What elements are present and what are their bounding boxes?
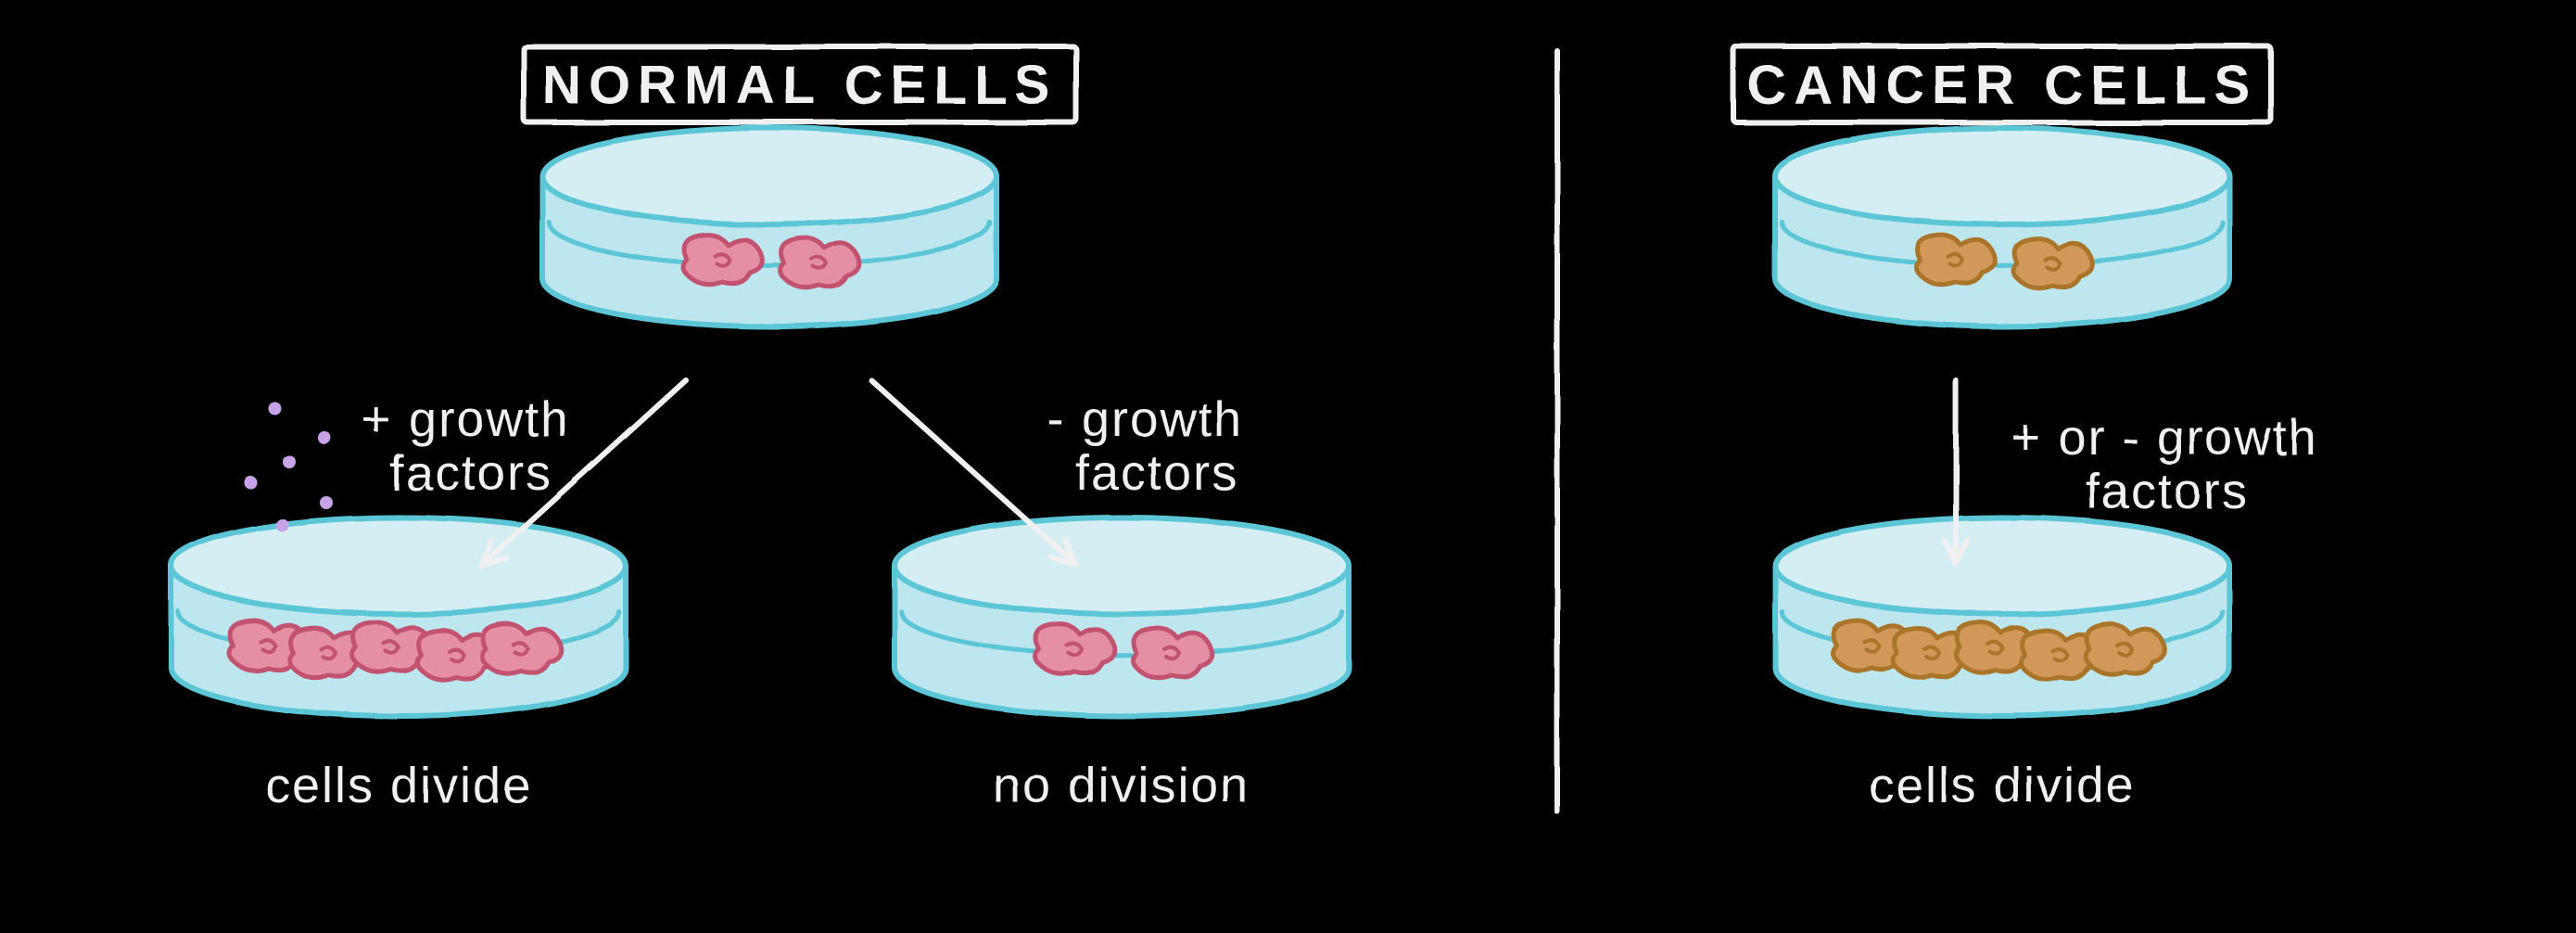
label-plus-growth-factors-l2: factors: [389, 445, 552, 501]
dish-normal-no-division: [895, 518, 1349, 716]
growth-factor-dot-5: [275, 518, 288, 531]
label-cancer-cells-divide: cells divide: [1869, 758, 2136, 813]
label-minus-growth-factors-l1: - growth: [1047, 391, 1243, 447]
label-pm-growth-factors-l2: factors: [2086, 464, 2249, 519]
label-normal-no-division: no division: [993, 758, 1250, 813]
growth-factor-dot-4: [320, 496, 333, 509]
dish-normal-start: [542, 128, 996, 326]
growth-factor-dot-3: [244, 476, 257, 489]
diagram-root: NORMAL CELLSCANCER CELLS+ growthfactors-…: [0, 0, 2576, 933]
dish-cancer-divided: [1775, 518, 2229, 716]
normal-cells-title-label: NORMAL CELLS: [542, 55, 1058, 115]
diagram-svg: NORMAL CELLSCANCER CELLS+ growthfactors-…: [0, 0, 2576, 933]
growth-factor-dot-0: [268, 402, 281, 415]
growth-factor-dot-1: [318, 431, 331, 444]
label-pm-growth-factors-l1: + or - growth: [2011, 410, 2318, 466]
label-minus-growth-factors-l2: factors: [1075, 445, 1238, 501]
growth-factor-dot-2: [283, 455, 296, 468]
dish-cancer-start: [1775, 128, 2229, 326]
cancer-cells-title-label: CANCER CELLS: [1747, 55, 2257, 115]
dish-normal-divided: [171, 518, 626, 716]
label-normal-cells-divide: cells divide: [265, 758, 532, 813]
label-plus-growth-factors-l1: + growth: [362, 391, 570, 447]
